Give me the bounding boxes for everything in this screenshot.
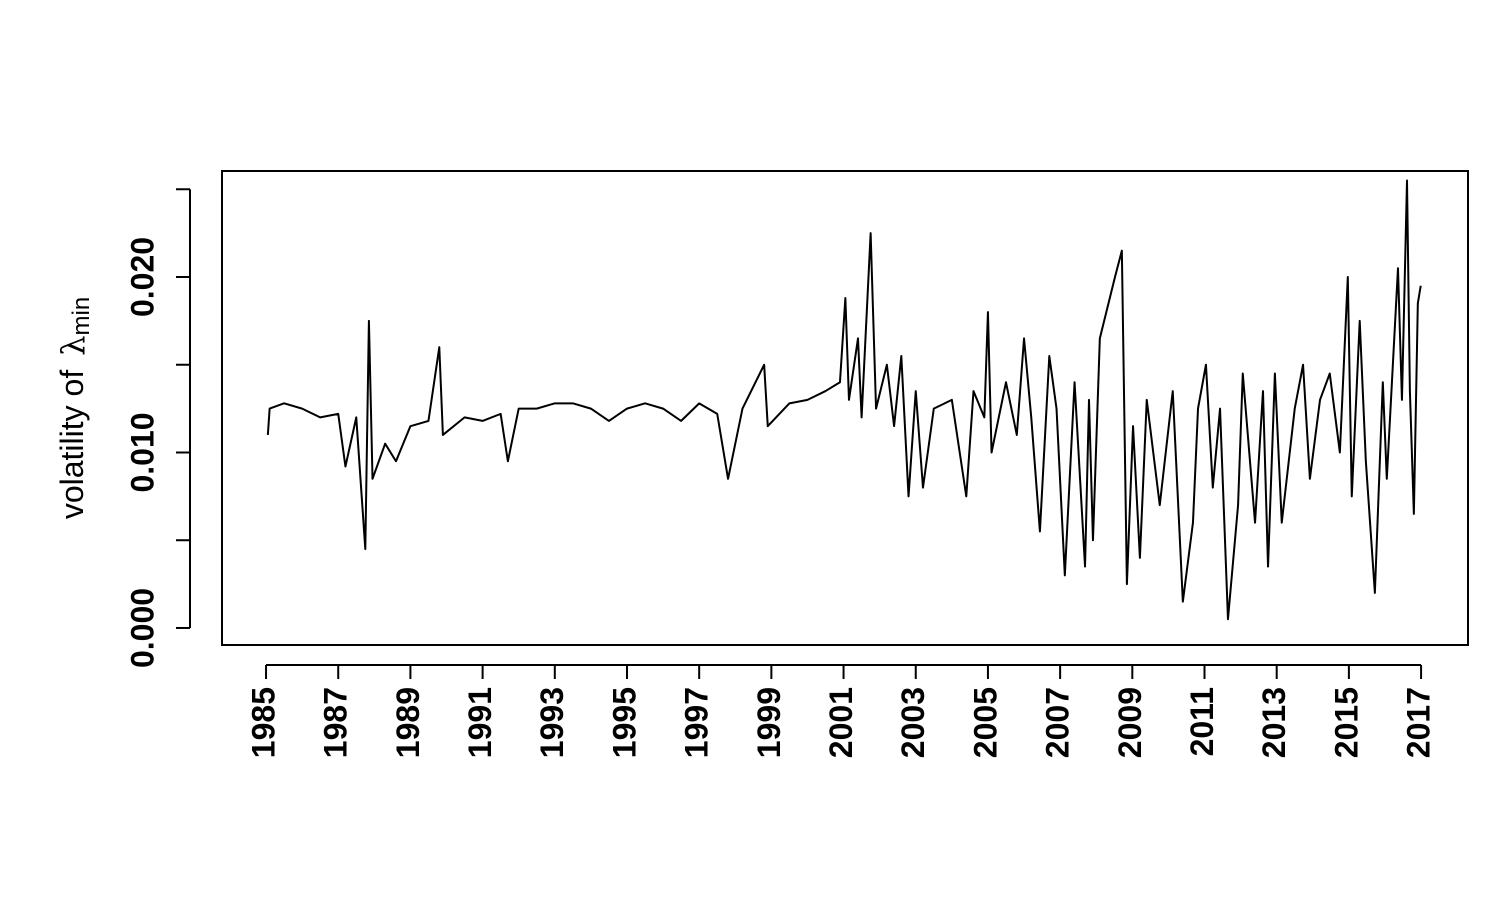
x-tick-label: 1995	[606, 687, 642, 758]
x-tick-label: 1991	[462, 687, 498, 758]
y-axis-label: volatility of λmin	[54, 297, 96, 519]
x-tick-label: 2013	[1256, 687, 1292, 758]
x-tick-label: 1997	[679, 687, 715, 758]
plot-frame	[221, 170, 1469, 646]
data-line	[266, 179, 1422, 621]
x-tick-label: 1989	[390, 687, 426, 758]
x-tick-label: 2001	[823, 687, 859, 758]
x-tick-label: 2017	[1401, 687, 1437, 758]
y-tick-label: 0.010	[124, 412, 160, 492]
x-tick-label: 2015	[1328, 687, 1364, 758]
y-tick-label: 0.020	[124, 237, 160, 317]
x-tick-label: 1999	[751, 687, 787, 758]
x-tick-label: 2005	[967, 687, 1003, 758]
x-tick-label: 2007	[1040, 687, 1076, 758]
y-tick-label: 0.000	[124, 588, 160, 668]
x-tick-label: 2011	[1184, 687, 1220, 756]
y-axis-label-symbol: λ	[54, 336, 92, 356]
x-tick-label: 1985	[245, 687, 281, 758]
x-tick-label: 1993	[534, 687, 570, 758]
x-tick-label: 2009	[1112, 687, 1148, 758]
x-tick-label: 1987	[318, 687, 354, 758]
y-axis-label-subscript: min	[68, 297, 95, 336]
x-tick-label: 2003	[895, 687, 931, 758]
y-axis-label-text: volatility of	[54, 370, 90, 520]
